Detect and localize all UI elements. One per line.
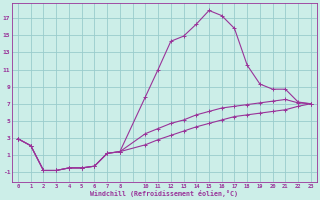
- X-axis label: Windchill (Refroidissement éolien,°C): Windchill (Refroidissement éolien,°C): [91, 190, 238, 197]
